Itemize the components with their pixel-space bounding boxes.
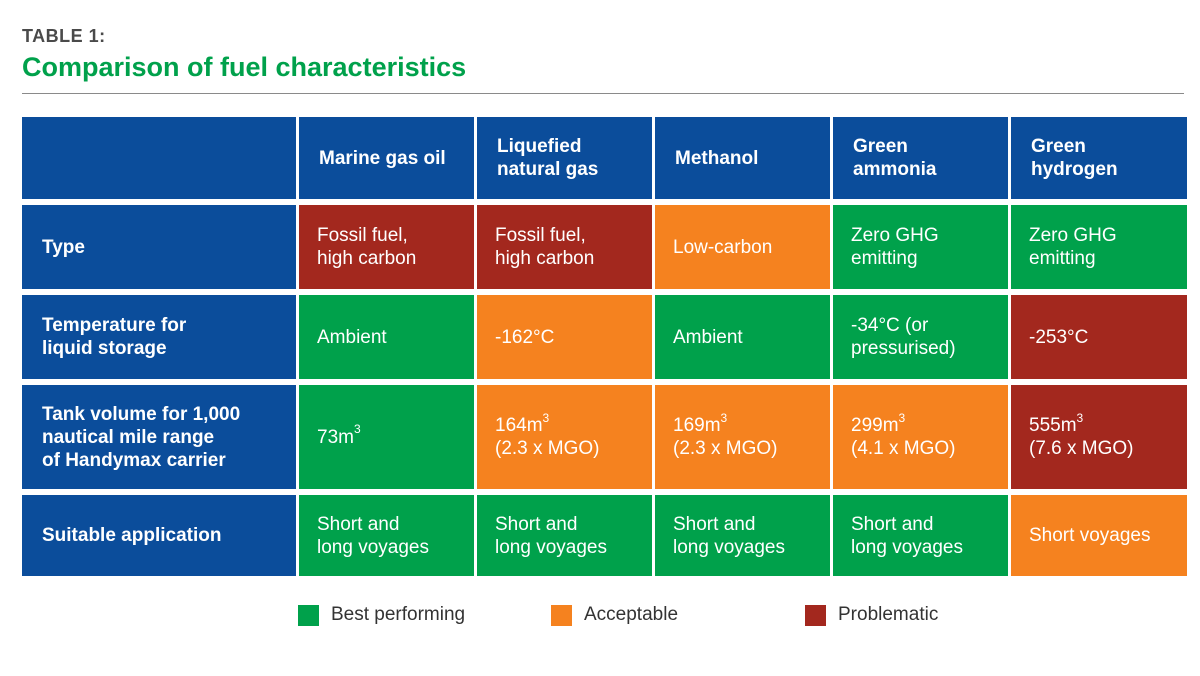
tank-volume-note: (4.1 x MGO)	[851, 438, 956, 459]
legend-label: Problematic	[838, 604, 939, 625]
column-header-green-ammonia: Green ammonia	[833, 117, 1008, 199]
tank-volume-note: (2.3 x MGO)	[673, 438, 778, 459]
table-cell: -162°C	[477, 295, 652, 379]
table-cell: 299m3 (4.1 x MGO)	[833, 385, 1008, 489]
table-cell: Zero GHG emitting	[1011, 205, 1187, 289]
tank-volume-unit: m	[1060, 415, 1077, 436]
tank-volume-exponent: 3	[720, 410, 728, 425]
title-divider	[22, 93, 1184, 94]
table-cell: Fossil fuel, high carbon	[477, 205, 652, 289]
legend-item-best: Best performing	[298, 604, 465, 626]
column-header-marine-gas-oil: Marine gas oil	[299, 117, 474, 199]
legend: Best performing Acceptable Problematic	[0, 604, 1200, 630]
tank-volume-value: 299	[851, 415, 883, 436]
legend-swatch-acceptable	[551, 604, 572, 626]
table-cell: Fossil fuel, high carbon	[299, 205, 474, 289]
legend-label: Acceptable	[584, 604, 679, 625]
table-cell: 169m3 (2.3 x MGO)	[655, 385, 830, 489]
tank-volume-value: 555	[1029, 415, 1061, 436]
legend-item-problematic: Problematic	[805, 604, 938, 626]
tank-volume-exponent: 3	[898, 410, 906, 425]
tank-volume-unit: m	[704, 415, 721, 436]
fuel-comparison-table: Marine gas oil Liquefied natural gas Met…	[22, 117, 1187, 576]
table-cell: 555m3 (7.6 x MGO)	[1011, 385, 1187, 489]
legend-label: Best performing	[331, 604, 466, 625]
table-cell: -34°C (or pressurised)	[833, 295, 1008, 379]
tank-volume-value: 164	[495, 415, 527, 436]
tank-volume-unit: m	[338, 426, 354, 448]
tank-volume-value: 73	[317, 426, 339, 448]
table-cell: Short and long voyages	[833, 495, 1008, 576]
table-eyebrow: TABLE 1:	[22, 26, 106, 46]
legend-swatch-problematic	[805, 604, 826, 626]
table-cell: Short voyages	[1011, 495, 1187, 576]
tank-volume-note: (7.6 x MGO)	[1029, 438, 1134, 459]
tank-volume-unit: m	[526, 415, 543, 436]
row-header-temperature: Temperature for liquid storage	[22, 295, 296, 379]
table-cell: Zero GHG emitting	[833, 205, 1008, 289]
legend-item-acceptable: Acceptable	[551, 604, 678, 626]
table-corner-cell	[22, 117, 296, 199]
row-header-tank-volume: Tank volume for 1,000 nautical mile rang…	[22, 385, 296, 489]
table-cell: 164m3 (2.3 x MGO)	[477, 385, 652, 489]
table-cell: Short and long voyages	[655, 495, 830, 576]
table-cell: Short and long voyages	[299, 495, 474, 576]
column-header-lng: Liquefied natural gas	[477, 117, 652, 199]
column-header-green-hydrogen: Green hydrogen	[1011, 117, 1187, 199]
row-header-suitable-application: Suitable application	[22, 495, 296, 576]
tank-volume-value: 169	[673, 415, 705, 436]
legend-swatch-best	[298, 604, 319, 626]
column-header-methanol: Methanol	[655, 117, 830, 199]
table-cell: Ambient	[655, 295, 830, 379]
tank-volume-exponent: 3	[353, 422, 361, 437]
tank-volume-exponent: 3	[1076, 410, 1084, 425]
table-cell: -253°C	[1011, 295, 1187, 379]
table-cell: Low-carbon	[655, 205, 830, 289]
tank-volume-exponent: 3	[542, 410, 550, 425]
table-cell: Ambient	[299, 295, 474, 379]
page-title: Comparison of fuel characteristics	[22, 52, 467, 82]
table-cell: 73m3	[299, 385, 474, 489]
table-cell: Short and long voyages	[477, 495, 652, 576]
tank-volume-unit: m	[882, 415, 899, 436]
row-header-type: Type	[22, 205, 296, 289]
tank-volume-note: (2.3 x MGO)	[495, 438, 600, 459]
